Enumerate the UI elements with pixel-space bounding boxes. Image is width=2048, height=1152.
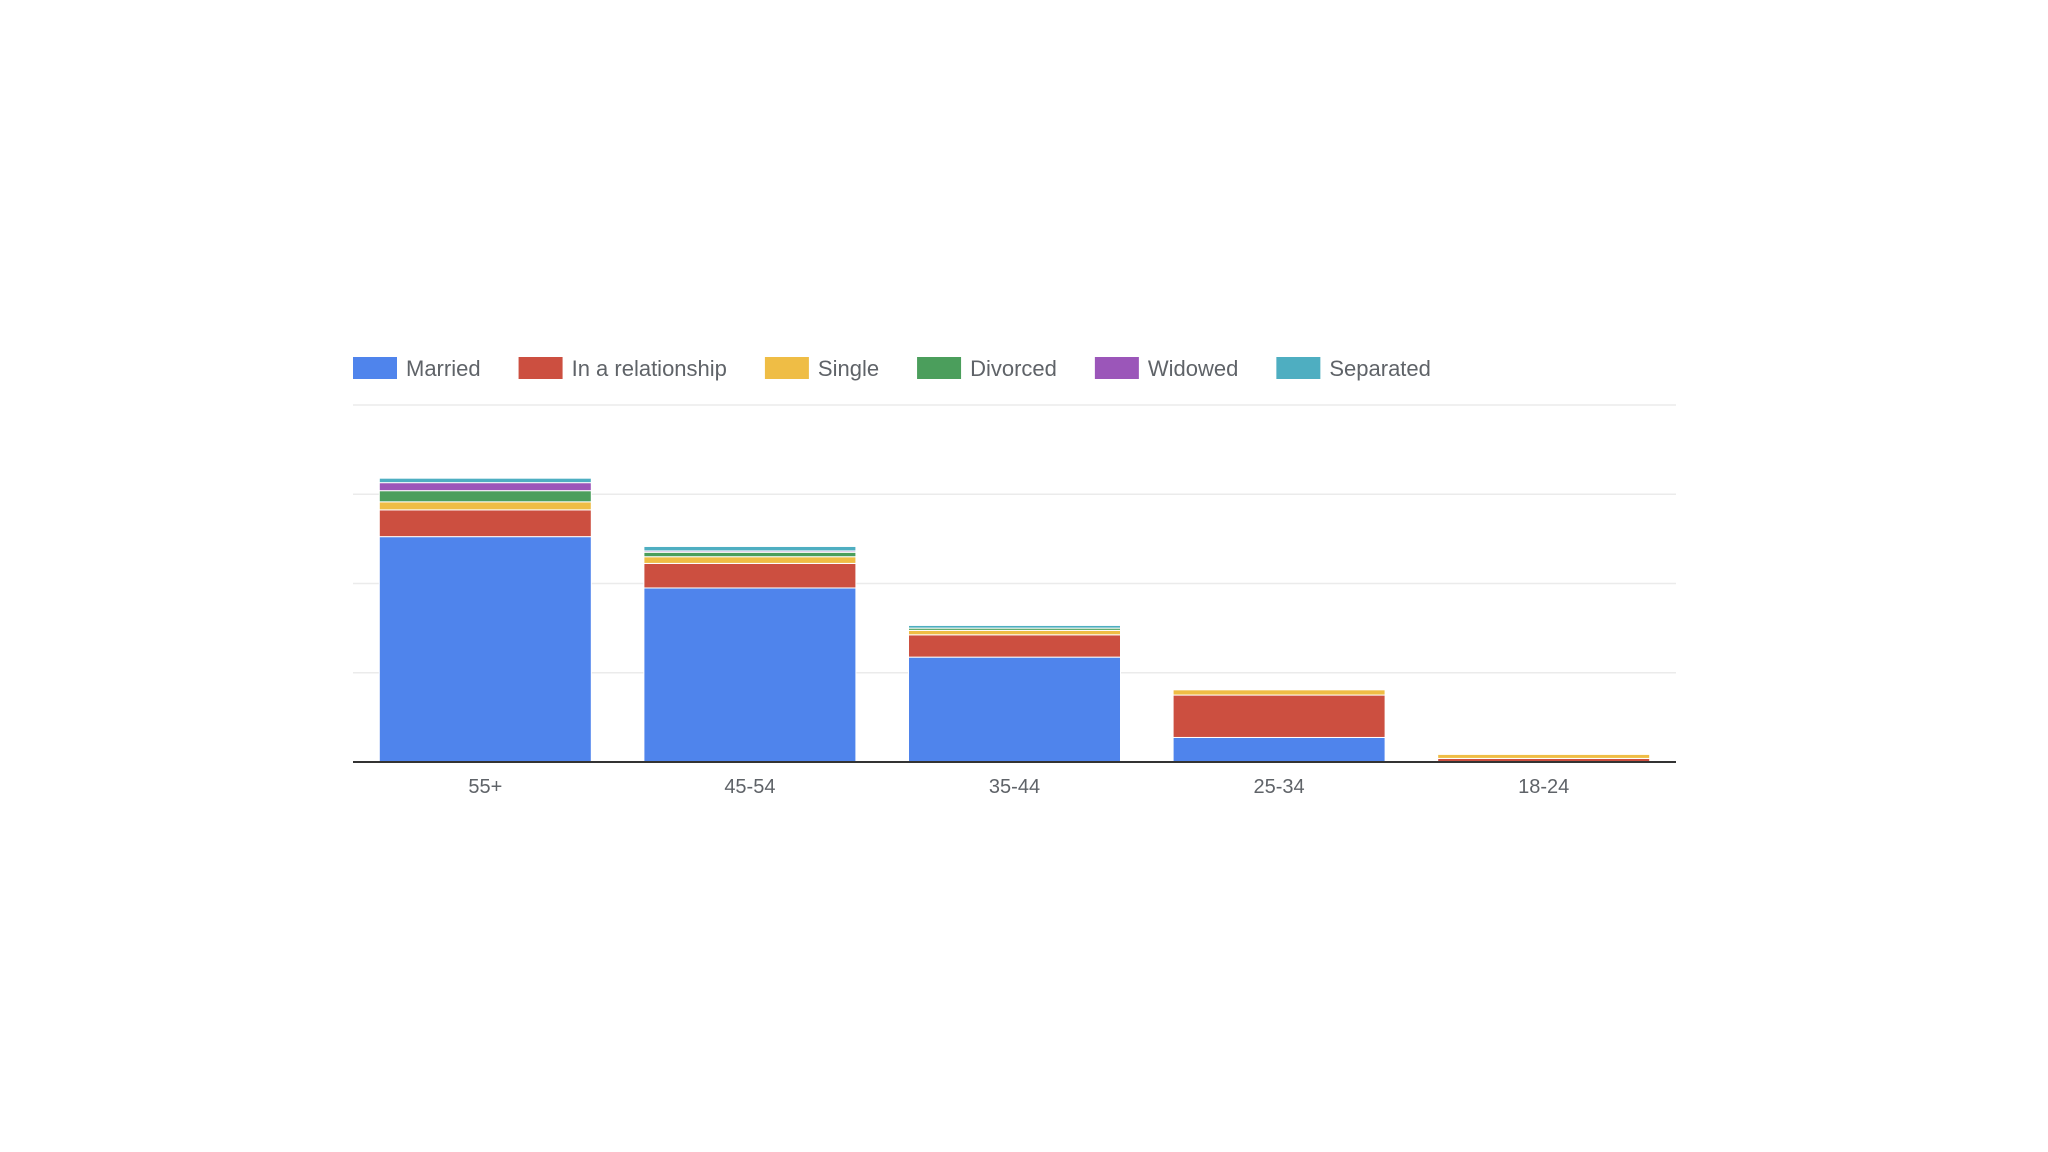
bar-segment-25-34-single[interactable] — [1172, 689, 1386, 696]
legend-label: Married — [406, 356, 481, 381]
bar-segment-35-44-in-a-relationship[interactable] — [908, 634, 1121, 658]
legend-swatch — [764, 357, 809, 379]
legend-item-separated[interactable]: Separated — [1276, 356, 1431, 381]
bar-stack-35-44[interactable] — [908, 624, 1121, 763]
legend-swatch — [353, 357, 397, 379]
legend-swatch — [917, 357, 962, 379]
bar-stack-45-54[interactable] — [643, 545, 857, 763]
legend-item-in-a-relationship[interactable]: In a relationship — [518, 356, 727, 381]
legend-item-divorced[interactable]: Divorced — [917, 356, 1057, 381]
bar-segment-45-54-single[interactable] — [643, 556, 857, 564]
legend-label: Separated — [1329, 356, 1431, 381]
bar-segment-55-married[interactable] — [378, 536, 592, 763]
legend-swatch — [518, 357, 563, 379]
x-tick-label: 25-34 — [1254, 776, 1305, 798]
bar-stack-55[interactable] — [378, 477, 592, 763]
bar-segment-25-34-in-a-relationship[interactable] — [1172, 694, 1386, 738]
x-tick-label: 45-54 — [724, 776, 775, 798]
bar-segment-55-widowed[interactable] — [378, 482, 592, 492]
legend-item-married[interactable]: Married — [353, 356, 481, 381]
bar-segment-45-54-divorced[interactable] — [643, 551, 857, 558]
x-tick-label: 35-44 — [989, 776, 1040, 798]
legend-swatch — [1276, 357, 1321, 379]
legend-item-widowed[interactable]: Widowed — [1094, 356, 1238, 381]
bar-stack-25-34[interactable] — [1172, 687, 1386, 763]
bar-segment-55-separated[interactable] — [378, 477, 592, 484]
bar-segment-25-34-married[interactable] — [1172, 736, 1386, 763]
x-tick-label: 18-24 — [1518, 776, 1569, 798]
legend-label: In a relationship — [572, 356, 727, 381]
legend-label: Divorced — [970, 356, 1057, 381]
bar-segment-45-54-separated[interactable] — [643, 545, 857, 552]
bar-segment-45-54-in-a-relationship[interactable] — [643, 562, 857, 589]
bar-segment-55-single[interactable] — [378, 501, 592, 511]
x-tick-label: 55+ — [468, 776, 502, 798]
bar-segment-55-divorced[interactable] — [378, 490, 592, 503]
legend-swatch — [1094, 357, 1139, 379]
bar-segment-18-24-single[interactable] — [1437, 753, 1651, 759]
bar-segment-45-54-married[interactable] — [643, 587, 857, 763]
legend-label: Widowed — [1148, 356, 1238, 381]
bar-segment-55-in-a-relationship[interactable] — [378, 509, 592, 538]
bar-stack-18-24[interactable] — [1437, 753, 1651, 763]
bars — [378, 477, 1651, 763]
bar-segment-35-44-separated[interactable] — [908, 624, 1121, 629]
bar-segment-35-44-married[interactable] — [908, 656, 1121, 763]
legend-label: Single — [818, 356, 879, 381]
legend-item-single[interactable]: Single — [764, 356, 879, 381]
x-tick-labels: 55+ 45-54 35-44 25-34 18-24 — [468, 776, 1569, 798]
legend: Married In a relationship Single Divorced Wi… — [353, 356, 1431, 381]
bar-segment-35-44-single[interactable] — [908, 629, 1121, 636]
